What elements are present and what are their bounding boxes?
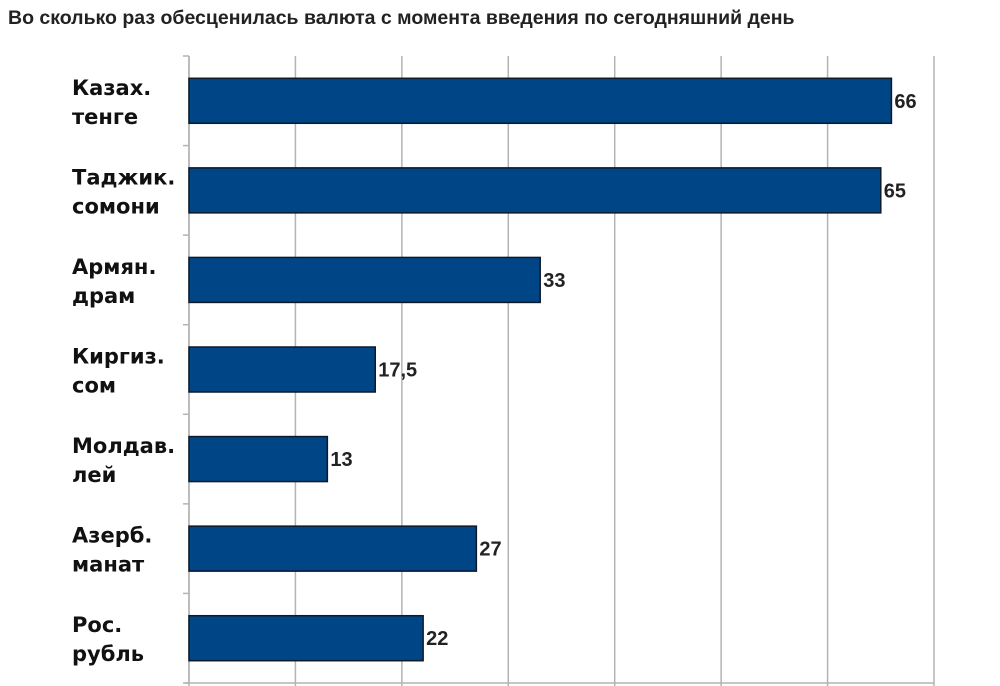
chart-title: Во сколько раз обесценилась валюта с мом… (8, 7, 795, 29)
data-label: 17,5 (378, 360, 417, 382)
data-label: 22 (426, 628, 448, 650)
data-label: 13 (330, 449, 352, 471)
category-label: Молдав. (72, 434, 175, 458)
category-label: сомони (72, 194, 160, 218)
category-label: Таджик. (72, 165, 175, 189)
category-label: Армян. (72, 255, 156, 279)
category-label: Киргиз. (72, 345, 165, 369)
data-label: 65 (884, 180, 906, 202)
bar (188, 435, 329, 483)
category-label: манат (72, 553, 145, 577)
category-label: Рос. (72, 613, 122, 637)
data-label: 27 (479, 539, 501, 561)
data-label: 33 (543, 270, 565, 292)
data-label: 66 (894, 91, 916, 113)
category-label: сом (72, 374, 116, 398)
bar (188, 167, 882, 214)
category-label: драм (72, 284, 135, 308)
bar (188, 256, 541, 304)
bar (188, 346, 376, 393)
bar (188, 77, 893, 125)
category-label: Азерб. (72, 524, 152, 548)
category-label: тенге (72, 105, 138, 129)
bar (188, 614, 424, 662)
bar (188, 525, 478, 572)
category-label: Казах. (72, 76, 151, 100)
category-label: рубль (72, 642, 144, 666)
category-label: лей (72, 463, 116, 487)
